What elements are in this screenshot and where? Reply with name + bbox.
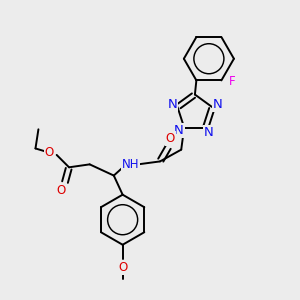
Text: O: O — [56, 184, 66, 197]
Text: N: N — [174, 124, 184, 137]
Text: N: N — [167, 98, 177, 111]
Text: O: O — [166, 132, 175, 145]
Text: O: O — [118, 261, 127, 274]
Text: N: N — [204, 126, 214, 140]
Text: N: N — [213, 98, 222, 111]
Text: F: F — [229, 75, 236, 88]
Text: NH: NH — [122, 158, 139, 171]
Text: O: O — [45, 146, 54, 159]
